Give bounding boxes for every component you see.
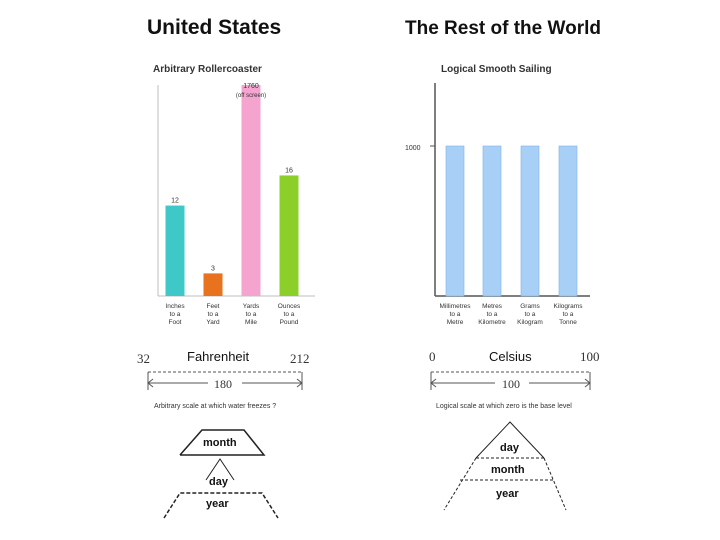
- right-date-first: day: [500, 442, 519, 454]
- x-tick-label: Feet: [206, 303, 219, 310]
- x-tick-label: to a: [563, 311, 574, 318]
- x-tick-label: to a: [525, 311, 536, 318]
- fahrenheit-low: 32: [137, 351, 150, 366]
- left-date-triangle: [163, 429, 279, 519]
- fahrenheit-high: 212: [290, 351, 310, 366]
- x-tick-label: Kilometre: [478, 319, 506, 326]
- x-tick-label: Kilogram: [517, 319, 543, 326]
- fahrenheit-arrow: [147, 371, 303, 390]
- y-tick-label: 1000: [405, 145, 421, 152]
- left-chart-title: Arbitrary Rollercoaster: [153, 64, 262, 75]
- right-date-second: month: [491, 464, 525, 476]
- x-tick-label: to a: [246, 311, 257, 318]
- x-tick-label: Grams: [520, 303, 540, 310]
- bar: [279, 175, 299, 296]
- x-tick-label: Inches: [165, 303, 185, 310]
- bar: [445, 145, 465, 297]
- x-tick-label: Yards: [243, 303, 260, 310]
- x-tick-label: to a: [487, 311, 498, 318]
- bar: [558, 145, 578, 297]
- right-date-triangle: [443, 421, 567, 511]
- celsius-caption: Logical scale at which zero is the base …: [436, 403, 572, 410]
- left-date-third: year: [206, 498, 229, 510]
- data-label: 12: [171, 198, 179, 205]
- rest-of-world-heading: The Rest of the World: [405, 18, 601, 39]
- x-tick-label: Ounces: [278, 303, 301, 310]
- x-tick-label: Kilograms: [554, 303, 584, 310]
- left-date-first: month: [203, 437, 237, 449]
- x-tick-label: Metre: [447, 319, 464, 326]
- celsius-high: 100: [580, 349, 600, 364]
- x-tick-label: to a: [284, 311, 295, 318]
- x-tick-label: Tonne: [559, 319, 577, 326]
- x-tick-label: Metres: [482, 303, 503, 310]
- data-label: 1760: [243, 83, 259, 90]
- x-tick-label: Millimetres: [439, 303, 471, 310]
- data-label: 3: [211, 265, 215, 272]
- x-tick-label: to a: [208, 311, 219, 318]
- bar: [165, 205, 185, 296]
- bar: [203, 273, 223, 296]
- bar: [241, 85, 261, 296]
- data-label-note: (off screen): [236, 93, 266, 99]
- celsius-low: 0: [429, 349, 436, 364]
- x-tick-label: Pound: [280, 319, 299, 326]
- right-date-third: year: [496, 488, 519, 500]
- united-states-heading: United States: [147, 16, 282, 39]
- x-tick-label: Mile: [245, 319, 257, 326]
- fahrenheit-caption: Arbitrary scale at which water freezes ?: [154, 403, 277, 410]
- bar: [482, 145, 502, 297]
- x-tick-label: to a: [450, 311, 461, 318]
- celsius-range: 100: [502, 377, 520, 391]
- bar: [520, 145, 540, 297]
- x-tick-label: Foot: [168, 319, 181, 326]
- celsius-arrow: [430, 371, 591, 390]
- right-chart-title: Logical Smooth Sailing: [441, 64, 552, 75]
- fahrenheit-label: Fahrenheit: [187, 349, 250, 364]
- celsius-label: Celsius: [489, 349, 532, 364]
- x-tick-label: to a: [170, 311, 181, 318]
- x-tick-label: Yard: [206, 319, 220, 326]
- left-date-second: day: [209, 476, 228, 488]
- fahrenheit-range: 180: [214, 377, 232, 391]
- data-label: 16: [285, 167, 293, 174]
